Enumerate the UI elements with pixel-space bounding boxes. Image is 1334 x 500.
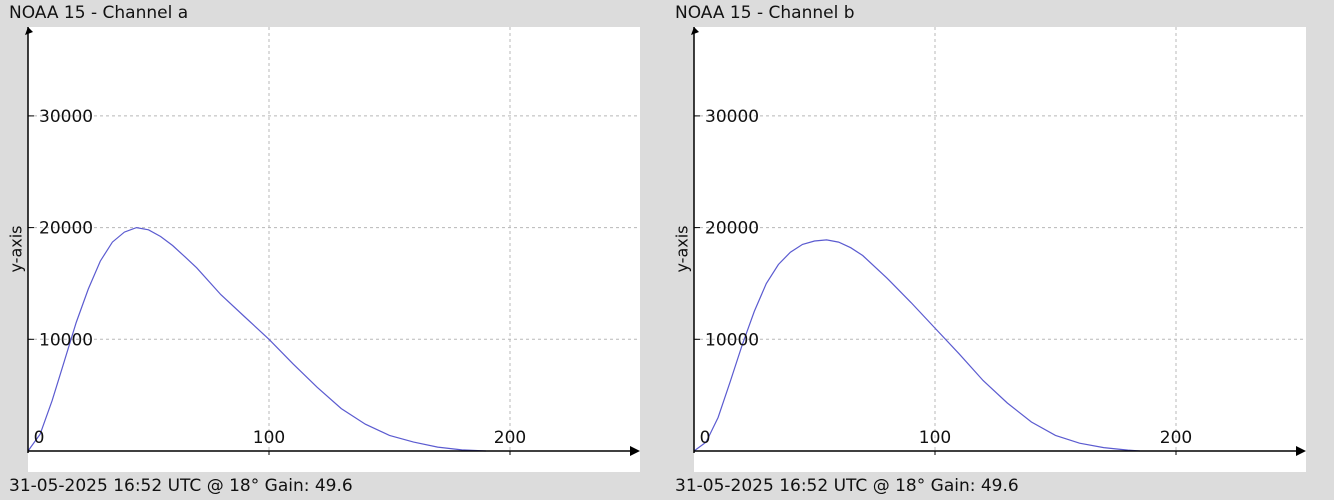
x-axis-arrow <box>630 446 640 456</box>
chart-title: NOAA 15 - Channel b <box>675 3 855 23</box>
x-axis-arrow <box>1296 446 1306 456</box>
plot-area: 0 100 200 10000 20000 30000 <box>691 27 1306 472</box>
plot-area: 0 100 200 10000 20000 30000 <box>25 27 640 472</box>
chart-title: NOAA 15 - Channel a <box>9 3 189 23</box>
pass-info: 31-05-2025 16:52 UTC @ 18° Gain: 49.6 <box>675 476 1019 496</box>
y-tick-label: 30000 <box>39 107 93 127</box>
y-axis-arrow <box>691 27 699 35</box>
series-line <box>693 239 1140 452</box>
channel-b-panel: NOAA 15 - Channel b 0 100 200 10000 20000 300… <box>666 0 1306 500</box>
pass-info: 31-05-2025 16:52 UTC @ 18° Gain: 49.6 <box>9 476 353 496</box>
y-tick-label: 10000 <box>39 330 93 350</box>
x-tick-label: 0 <box>700 428 711 448</box>
chart-svg: 0 100 200 10000 20000 30000 <box>25 27 640 456</box>
x-tick-label: 200 <box>1160 428 1192 448</box>
y-tick-label: 30000 <box>705 107 759 127</box>
y-axis-arrow <box>25 27 33 35</box>
y-axis-label: y-axis <box>672 225 692 273</box>
x-tick-label: 200 <box>494 428 526 448</box>
y-tick-label: 20000 <box>39 219 93 239</box>
y-axis-label: y-axis <box>6 225 26 273</box>
x-tick-label: 0 <box>34 428 45 448</box>
x-tick-label: 100 <box>253 428 285 448</box>
channel-a-panel: NOAA 15 - Channel a 0 100 200 10000 20000 300… <box>0 0 640 500</box>
y-tick-label: 20000 <box>705 219 759 239</box>
chart-svg: 0 100 200 10000 20000 30000 <box>691 27 1306 456</box>
y-tick-label: 10000 <box>705 330 759 350</box>
x-tick-label: 100 <box>919 428 951 448</box>
series-line <box>27 226 486 452</box>
